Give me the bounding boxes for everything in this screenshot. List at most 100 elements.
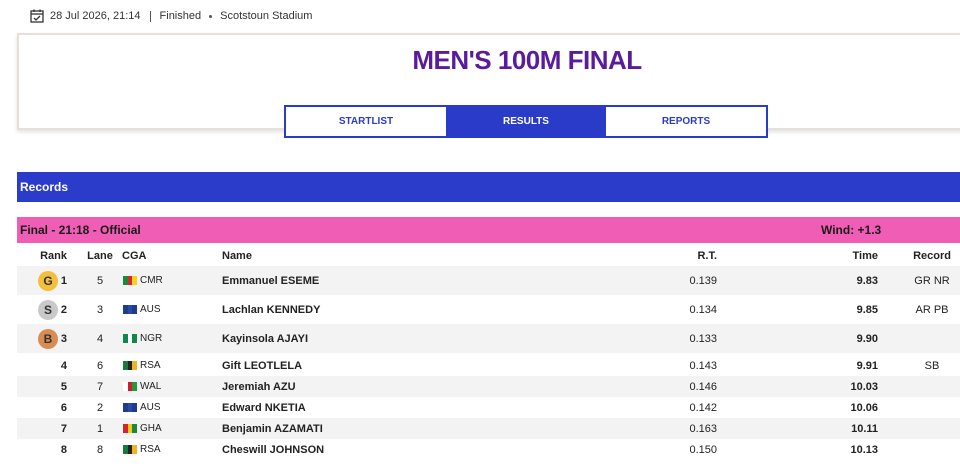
- reaction-time: 0.133: [689, 332, 717, 345]
- event-status: Finished: [159, 10, 202, 22]
- cga: RSA: [140, 444, 161, 455]
- flag-stripe: [127, 305, 133, 314]
- wind: Wind: +1.3: [821, 223, 882, 237]
- event-meta: 28 Jul 2026, 21:14 Finished Scotstoun St…: [30, 8, 312, 24]
- cga: AUS: [140, 304, 161, 315]
- column-header: Name: [222, 249, 252, 262]
- cga: WAL: [140, 381, 162, 392]
- flag-icon: [123, 334, 138, 343]
- time: 9.83: [856, 274, 878, 287]
- records-title: Records: [20, 180, 69, 194]
- athlete-name[interactable]: Cheswill JOHNSON: [222, 443, 325, 456]
- event-title: MEN'S 100M FINAL: [412, 45, 642, 75]
- lane: 2: [96, 401, 104, 414]
- result-row: 6 2 AUS Edward NKETIA 0.142 10.06: [17, 397, 960, 418]
- flag-stripe: [123, 305, 128, 314]
- tab-bar: STARTLIST RESULTS REPORTS: [284, 105, 768, 138]
- flag-stripe: [132, 305, 138, 314]
- flag-stripe: [132, 382, 138, 391]
- reaction-time: 0.143: [689, 359, 717, 372]
- lane: 4: [96, 332, 104, 345]
- tab[interactable]: RESULTS: [446, 107, 606, 136]
- records-bar: Records: [17, 172, 960, 202]
- lane: 8: [96, 443, 104, 456]
- separator: [149, 10, 151, 22]
- lane: 5: [96, 274, 104, 287]
- table-header: Rank Lane CGA Name R.T. Time Record: [17, 245, 960, 266]
- result-row: 4 6 RSA Gift LEOTLELA 0.143 9.91 SB: [17, 355, 960, 376]
- lane: 1: [96, 422, 104, 435]
- column-header: Time: [852, 249, 878, 262]
- lane: 6: [96, 359, 104, 372]
- reaction-time: 0.139: [689, 274, 717, 287]
- flag-icon: [123, 276, 138, 285]
- athlete-name[interactable]: Emmanuel ESEME: [222, 274, 320, 287]
- flag-icon: [123, 424, 138, 433]
- record: GR NR: [914, 274, 950, 287]
- flag-stripe: [123, 382, 128, 391]
- cga: AUS: [140, 402, 161, 413]
- flag-stripe: [123, 403, 128, 412]
- cga: GHA: [140, 423, 162, 434]
- result-row: S 2 3 AUS Lachlan KENNEDY 0.134 9.85 AR PB: [17, 295, 960, 324]
- rank: 6: [60, 401, 67, 414]
- medal-badge: B: [38, 328, 58, 349]
- result-row: G 1 5 CMR Emmanuel ESEME 0.139 9.83 GR NR: [17, 266, 960, 295]
- flag-stripe: [123, 334, 128, 343]
- result-row: 5 7 WAL Jeremiah AZU 0.146 10.03: [17, 376, 960, 397]
- column-header: Rank: [40, 249, 67, 262]
- flag-stripe: [127, 445, 133, 454]
- flag-icon: [123, 403, 138, 412]
- separator-dot: [209, 14, 213, 18]
- flag-stripe: [127, 334, 133, 343]
- lane: 7: [96, 380, 104, 393]
- reaction-time: 0.146: [689, 380, 717, 393]
- time: 10.03: [850, 380, 878, 393]
- flag-stripe: [123, 424, 128, 433]
- cga: NGR: [140, 333, 163, 344]
- flag-stripe: [132, 334, 138, 343]
- result-row: 8 8 RSA Cheswill JOHNSON 0.150 10.13: [17, 439, 960, 460]
- athlete-name[interactable]: Lachlan KENNEDY: [222, 303, 321, 316]
- flag-icon: [123, 361, 138, 370]
- time: 9.85: [856, 303, 878, 316]
- flag-stripe: [127, 403, 133, 412]
- flag-stripe: [123, 276, 128, 285]
- record: AR PB: [915, 303, 949, 316]
- record: SB: [924, 359, 940, 372]
- reaction-time: 0.142: [689, 401, 717, 414]
- athlete-name[interactable]: Edward NKETIA: [222, 401, 306, 414]
- time: 10.06: [850, 401, 878, 414]
- lane: 3: [96, 303, 104, 316]
- athlete-name[interactable]: Benjamin AZAMATI: [222, 422, 323, 435]
- time: 9.90: [856, 332, 878, 345]
- rank: 5: [60, 380, 67, 393]
- flag-stripe: [132, 445, 138, 454]
- flag-stripe: [127, 361, 133, 370]
- flag-stripe: [123, 361, 128, 370]
- tab[interactable]: REPORTS: [661, 116, 711, 127]
- rank: 1: [60, 274, 67, 287]
- flag-stripe: [127, 382, 133, 391]
- final-bar: Final - 21:18 - Official Wind: +1.3: [17, 217, 960, 243]
- flag-stripe: [127, 424, 133, 433]
- medal-badge: G: [38, 270, 58, 291]
- athlete-name[interactable]: Jeremiah AZU: [222, 380, 296, 393]
- athlete-name[interactable]: Kayinsola AJAYI: [222, 332, 309, 345]
- rank: 3: [60, 332, 67, 345]
- rank: 2: [60, 303, 67, 316]
- calendar-icon: [30, 9, 44, 23]
- time: 10.13: [850, 443, 878, 456]
- reaction-time: 0.163: [689, 422, 717, 435]
- time: 9.91: [856, 359, 878, 372]
- rank: 4: [60, 359, 67, 372]
- athlete-name[interactable]: Gift LEOTLELA: [222, 359, 303, 372]
- flag-stripe: [132, 361, 138, 370]
- tab[interactable]: STARTLIST: [338, 116, 394, 127]
- column-header: Record: [913, 249, 951, 262]
- flag-stripe: [132, 424, 138, 433]
- time: 10.11: [851, 422, 878, 435]
- flag-icon: [123, 305, 138, 314]
- column-header: Lane: [87, 249, 113, 262]
